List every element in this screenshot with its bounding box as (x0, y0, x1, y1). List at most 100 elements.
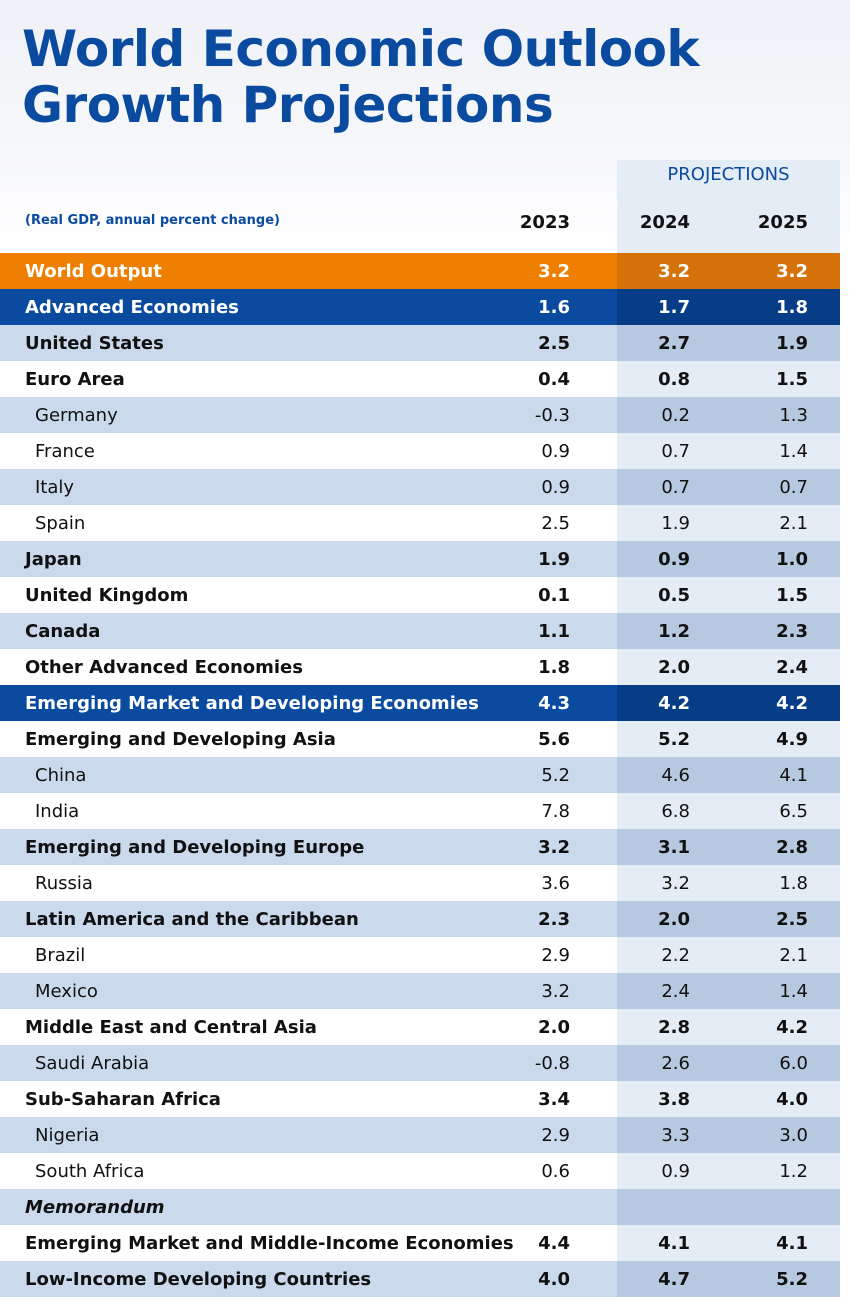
cell-value: 5.2 (776, 1269, 808, 1290)
cell-value: 3.3 (661, 1125, 690, 1146)
row-label: Emerging Market and Middle-Income Econom… (25, 1233, 514, 1254)
cell-value: 6.0 (779, 1053, 808, 1074)
cell-value: 2.3 (538, 909, 570, 930)
cell-value: 1.7 (658, 297, 690, 318)
table-row: Mexico 3.2 2.4 1.4 (0, 973, 840, 1009)
column-header: 2025 (757, 212, 808, 233)
projection-band (617, 1045, 840, 1081)
cell-value: 1.5 (776, 369, 808, 390)
cell-value: 2.4 (776, 657, 808, 678)
cell-value: 4.3 (538, 693, 570, 714)
projection-band (617, 361, 840, 397)
cell-value: 5.2 (658, 729, 690, 750)
row-label: Emerging and Developing Asia (25, 729, 336, 750)
cell-value: 0.7 (661, 477, 690, 498)
cell-value: 1.4 (779, 981, 808, 1002)
cell-value: 3.2 (776, 261, 808, 282)
table-row: Japan 1.9 0.9 1.0 (0, 541, 840, 577)
cell-value: 6.5 (779, 801, 808, 822)
table-row: Sub-Saharan Africa 3.4 3.8 4.0 (0, 1081, 840, 1117)
projection-band (617, 577, 840, 613)
row-label: Nigeria (35, 1125, 100, 1146)
cell-value: 2.5 (776, 909, 808, 930)
cell-value: 3.4 (538, 1089, 570, 1110)
cell-value: 4.2 (658, 693, 690, 714)
cell-value: 1.3 (779, 405, 808, 426)
row-label: Latin America and the Caribbean (25, 909, 359, 930)
cell-value: 2.5 (538, 333, 570, 354)
cell-value: 0.4 (538, 369, 570, 390)
row-label: India (35, 801, 80, 822)
table-row: Emerging and Developing Asia 5.6 5.2 4.9 (0, 721, 840, 757)
table-row: India 7.8 6.8 6.5 (0, 793, 840, 829)
title-line: World Economic Outlook (22, 20, 700, 78)
projection-band (617, 397, 840, 433)
cell-value: 4.4 (538, 1233, 570, 1254)
projection-band (617, 541, 840, 577)
row-label: Germany (35, 405, 118, 426)
cell-value: 0.9 (541, 441, 570, 462)
title-line: Growth Projections (22, 76, 554, 134)
cell-value: 0.5 (658, 585, 690, 606)
table-row: Emerging and Developing Europe 3.2 3.1 2.8 (0, 829, 840, 865)
cell-value: 0.1 (538, 585, 570, 606)
row-label: Mexico (35, 981, 98, 1002)
row-label: Middle East and Central Asia (25, 1017, 317, 1038)
cell-value: 3.2 (658, 261, 690, 282)
projection-band (617, 829, 840, 865)
cell-value: 2.0 (658, 909, 690, 930)
column-header: 2024 (639, 212, 690, 233)
cell-value: 1.9 (776, 333, 808, 354)
table-row: Germany -0.3 0.2 1.3 (0, 397, 840, 433)
projection-band (617, 937, 840, 973)
cell-value: 1.1 (538, 621, 570, 642)
table-row: Brazil 2.9 2.2 2.1 (0, 937, 840, 973)
projection-band (617, 469, 840, 505)
cell-value: 4.0 (776, 1089, 808, 1110)
cell-value: 2.0 (658, 657, 690, 678)
cell-value: 1.8 (776, 297, 808, 318)
table-row: Low-Income Developing Countries 4.0 4.7 5.2 (0, 1261, 840, 1297)
row-label: Sub-Saharan Africa (25, 1089, 221, 1110)
table-row: Advanced Economies 1.6 1.7 1.8 (0, 289, 840, 325)
cell-value: -0.8 (534, 1053, 570, 1074)
cell-value: 1.4 (779, 441, 808, 462)
cell-value: 1.5 (776, 585, 808, 606)
cell-value: 4.7 (658, 1269, 690, 1290)
row-label: Low-Income Developing Countries (25, 1269, 372, 1290)
cell-value: 0.8 (658, 369, 690, 390)
unit-note: (Real GDP, annual percent change) (25, 213, 280, 228)
cell-value: 2.4 (661, 981, 690, 1002)
cell-value: 1.8 (538, 657, 570, 678)
cell-value: 4.6 (661, 765, 690, 786)
projection-band (617, 757, 840, 793)
projection-band (617, 721, 840, 757)
row-label: Other Advanced Economies (25, 657, 303, 678)
cell-value: 0.9 (541, 477, 570, 498)
row-label: United States (25, 333, 164, 354)
projection-band (617, 505, 840, 541)
cell-value: 3.2 (661, 873, 690, 894)
table-row: Spain 2.5 1.9 2.1 (0, 505, 840, 541)
table-row: France 0.9 0.7 1.4 (0, 433, 840, 469)
cell-value: 7.8 (541, 801, 570, 822)
cell-value: 5.6 (538, 729, 570, 750)
row-label: Spain (35, 513, 86, 534)
cell-value: 6.8 (661, 801, 690, 822)
table-row: World Output 3.2 3.2 3.2 (0, 253, 840, 289)
cell-value: 2.0 (538, 1017, 570, 1038)
cell-value: 1.2 (658, 621, 690, 642)
projection-band (617, 1081, 840, 1117)
table-row: Nigeria 2.9 3.3 3.0 (0, 1117, 840, 1153)
table-row: Middle East and Central Asia 2.0 2.8 4.2 (0, 1009, 840, 1045)
projection-band (617, 1189, 840, 1225)
row-label: Russia (35, 873, 93, 894)
cell-value: 3.1 (658, 837, 690, 858)
cell-value: -0.3 (534, 405, 570, 426)
projection-band (617, 1117, 840, 1153)
cell-value: 1.9 (538, 549, 570, 570)
table-row: Latin America and the Caribbean 2.3 2.0 2.5 (0, 901, 840, 937)
row-label: Emerging and Developing Europe (25, 837, 365, 858)
row-label: World Output (25, 261, 162, 282)
